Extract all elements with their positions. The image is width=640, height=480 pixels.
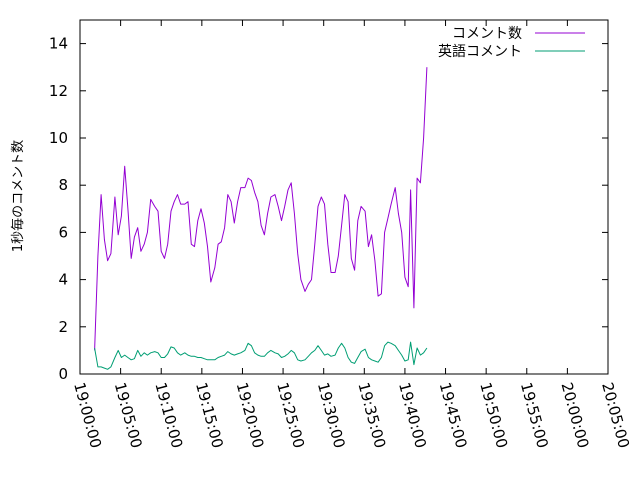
y-tick-label: 14	[49, 35, 68, 53]
x-tick-label: 19:30:00	[314, 380, 349, 450]
y-tick-label: 10	[49, 129, 68, 147]
y-axis-ticks: 0 2 4 6 8 10 12 14	[49, 35, 608, 383]
x-tick-label: 19:45:00	[436, 380, 471, 450]
x-tick-label: 19:05:00	[111, 380, 146, 450]
y-tick-label: 8	[58, 176, 68, 194]
y-tick-label: 2	[58, 318, 68, 336]
y-tick-label: 6	[58, 223, 68, 241]
legend-label-0: コメント数	[452, 26, 522, 42]
y-axis-label: 1秒毎のコメント数	[10, 140, 26, 252]
legend-label-1: 英語コメント	[438, 43, 522, 60]
x-tick-label: 19:20:00	[233, 380, 268, 450]
x-tick-label: 20:00:00	[558, 380, 593, 450]
x-tick-label: 19:10:00	[151, 380, 186, 450]
y-tick-label: 4	[58, 271, 68, 289]
y-tick-label: 12	[49, 82, 68, 100]
x-tick-label: 19:25:00	[273, 380, 308, 450]
y-tick-label: 0	[58, 365, 68, 383]
x-tick-label: 19:35:00	[354, 380, 389, 450]
plot-frame	[79, 19, 609, 375]
x-axis-ticks: 19:00:00 19:05:00 19:10:00 19:15:00 19:20:00…	[70, 20, 633, 450]
x-tick-label: 19:40:00	[395, 380, 430, 450]
x-tick-label: 20:05:00	[598, 380, 633, 450]
plot-axes	[79, 19, 609, 375]
series-line-0	[94, 67, 428, 351]
x-tick-label: 19:15:00	[192, 380, 227, 450]
x-tick-label: 19:00:00	[70, 380, 105, 450]
x-tick-label: 19:50:00	[476, 380, 511, 450]
x-tick-label: 19:55:00	[517, 380, 552, 450]
series-line-1	[94, 341, 428, 370]
series-layer	[94, 67, 428, 370]
